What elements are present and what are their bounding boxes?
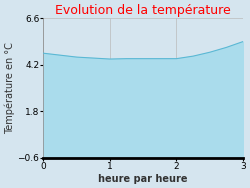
Title: Evolution de la température: Evolution de la température — [55, 4, 231, 17]
X-axis label: heure par heure: heure par heure — [98, 174, 188, 184]
Y-axis label: Température en °C: Température en °C — [4, 42, 15, 134]
